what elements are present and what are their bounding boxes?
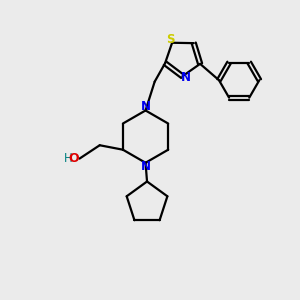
Text: O: O <box>69 152 80 164</box>
Text: N: N <box>181 71 191 84</box>
Text: N: N <box>140 100 151 113</box>
Text: H: H <box>64 152 73 164</box>
Text: N: N <box>140 160 151 173</box>
Text: S: S <box>167 33 175 46</box>
